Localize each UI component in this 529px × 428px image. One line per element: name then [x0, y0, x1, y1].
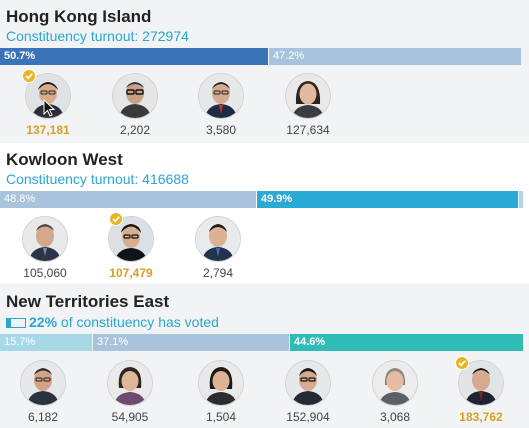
winner-check-icon	[22, 69, 36, 83]
candidate-card[interactable]: 152,904	[275, 360, 341, 424]
candidate-photo[interactable]	[458, 360, 504, 406]
candidate-card[interactable]: 3,580	[188, 73, 254, 137]
vote-count: 3,068	[379, 410, 411, 424]
candidate-photo[interactable]	[285, 360, 331, 406]
vote-share-bar-2[interactable]: 37.1%	[93, 334, 289, 351]
progress-fill	[7, 319, 11, 327]
vote-share-bar-3[interactable]	[519, 191, 523, 208]
vote-share-label: 37.1%	[97, 336, 129, 348]
candidate-photo[interactable]	[198, 73, 244, 119]
vote-share-label: 49.9%	[261, 193, 293, 205]
vote-share-bar-1[interactable]: 50.7%	[0, 48, 268, 65]
candidate-card[interactable]: 54,905	[97, 360, 163, 424]
candidate-card[interactable]: 105,060	[12, 216, 78, 280]
candidate-photo[interactable]	[372, 360, 418, 406]
vote-count: 127,634	[286, 123, 330, 137]
winner-check-icon	[455, 356, 469, 370]
candidate-card[interactable]: 6,182	[10, 360, 76, 424]
turnout-label: Constituency turnout: 416688	[6, 171, 189, 187]
vote-share-bar-1[interactable]: 48.8%	[0, 191, 256, 208]
voted-percent: 22%	[29, 314, 58, 330]
turnout-label: Constituency turnout: 272974	[6, 28, 189, 44]
vote-share-bar-3[interactable]: 44.6%	[290, 334, 523, 351]
vote-share-bar-2[interactable]: 47.2%	[269, 48, 521, 65]
candidate-photo[interactable]	[285, 73, 331, 119]
candidate-photo[interactable]	[195, 216, 241, 262]
section-title: Kowloon West	[6, 150, 123, 169]
section-title: Hong Kong Island	[6, 7, 152, 26]
voted-progress-label: 22% of constituency has voted	[6, 314, 219, 330]
candidate-photo[interactable]	[198, 360, 244, 406]
vote-share-label: 50.7%	[4, 50, 36, 62]
candidate-card[interactable]: 2,202	[102, 73, 168, 137]
vote-count: 137,181	[26, 123, 70, 137]
vote-share-label: 15.7%	[4, 336, 36, 348]
candidate-photo[interactable]	[112, 73, 158, 119]
candidate-card[interactable]: 3,068	[362, 360, 428, 424]
vote-count: 2,794	[202, 266, 234, 280]
candidate-photo[interactable]	[20, 360, 66, 406]
vote-count: 6,182	[27, 410, 59, 424]
candidate-card[interactable]: 127,634	[275, 73, 341, 137]
progress-icon	[6, 318, 26, 328]
candidate-card[interactable]: 2,794	[185, 216, 251, 280]
vote-share-label: 44.6%	[294, 336, 326, 348]
vote-count: 152,904	[286, 410, 330, 424]
vote-count: 183,762	[459, 410, 503, 424]
candidate-photo[interactable]	[108, 216, 154, 262]
vote-count: 54,905	[111, 410, 149, 424]
section-title: New Territories East	[6, 292, 170, 311]
candidate-card[interactable]: 183,762	[448, 360, 514, 424]
vote-count: 105,060	[23, 266, 67, 280]
vote-share-bar-1[interactable]: 15.7%	[0, 334, 92, 351]
candidate-card[interactable]: 1,504	[188, 360, 254, 424]
winner-check-icon	[109, 212, 123, 226]
vote-count: 107,479	[109, 266, 153, 280]
vote-count: 3,580	[205, 123, 237, 137]
section-kowloon-west: Kowloon West Constituency turnout: 41668…	[0, 143, 529, 283]
candidate-card[interactable]: 107,479	[98, 216, 164, 280]
voted-suffix: of constituency has voted	[60, 314, 219, 330]
vote-share-bar-2[interactable]: 49.9%	[257, 191, 518, 208]
vote-count: 1,504	[205, 410, 237, 424]
vote-share-label: 47.2%	[273, 50, 305, 62]
candidate-photo[interactable]	[107, 360, 153, 406]
vote-count: 2,202	[119, 123, 151, 137]
section-new-territories-east: New Territories East 22% of constituency…	[0, 283, 529, 428]
section-hong-kong-island: Hong Kong Island Constituency turnout: 2…	[0, 0, 529, 143]
mouse-pointer-icon	[43, 99, 55, 117]
candidate-photo[interactable]	[22, 216, 68, 262]
vote-share-label: 48.8%	[4, 193, 36, 205]
